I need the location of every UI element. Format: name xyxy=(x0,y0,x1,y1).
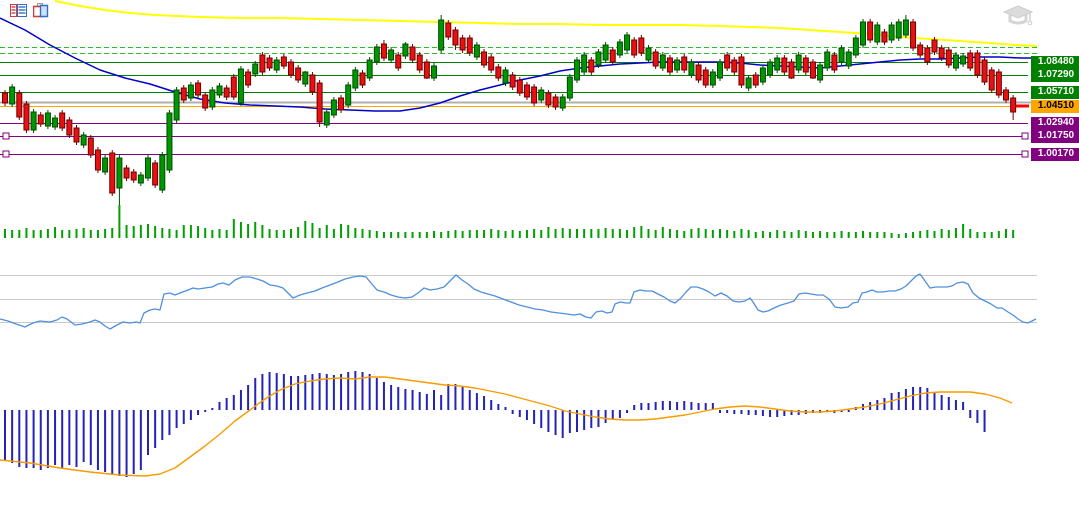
save-template-icon[interactable] xyxy=(32,3,50,18)
oscillator-line xyxy=(0,273,1037,330)
moving-average-lines xyxy=(0,0,1038,112)
chart-toolbar xyxy=(10,3,50,18)
account-journal-icon[interactable] xyxy=(10,3,27,18)
candlestick-series xyxy=(2,15,1017,210)
current-price-marker xyxy=(1016,104,1029,108)
graduation-cap-icon xyxy=(1002,4,1036,37)
horizontal-levels xyxy=(0,47,1037,158)
volume-bars xyxy=(4,205,1015,238)
macd-histogram xyxy=(0,371,1013,477)
